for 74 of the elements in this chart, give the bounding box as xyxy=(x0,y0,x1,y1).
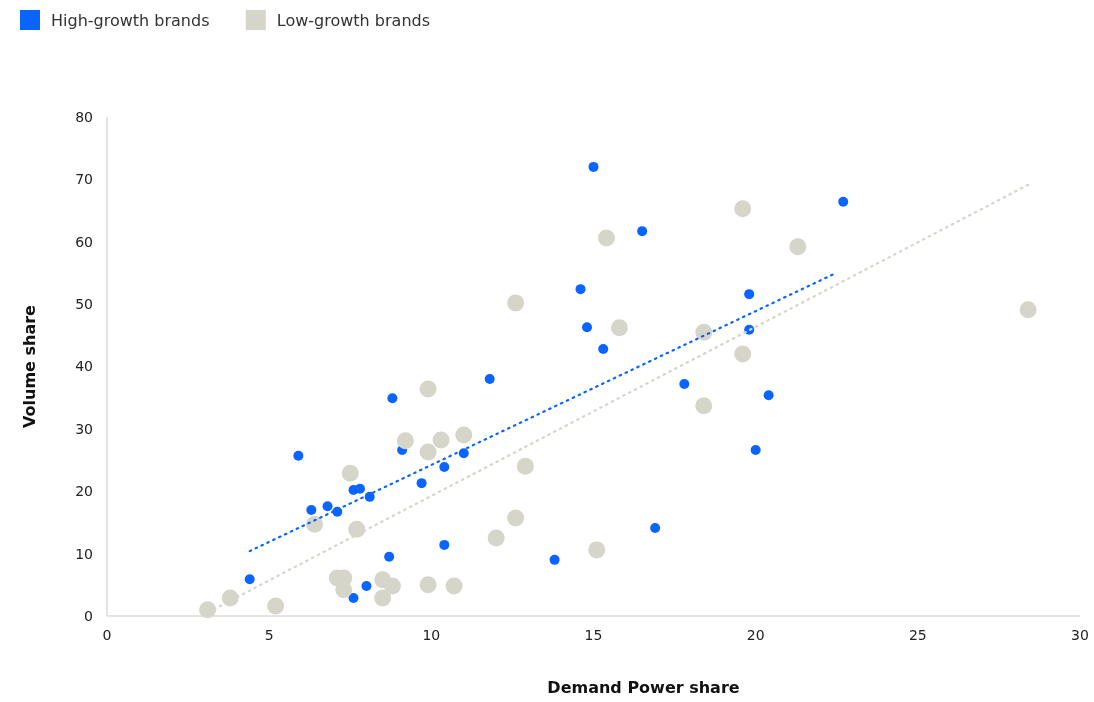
point xyxy=(341,464,359,482)
legend-label: Low-growth brands xyxy=(276,10,431,30)
point xyxy=(734,200,752,218)
point xyxy=(419,576,437,594)
point xyxy=(432,431,450,449)
x-tick-label: 0 xyxy=(102,627,112,643)
point xyxy=(374,589,392,607)
point xyxy=(750,445,761,456)
x-tick-label: 15 xyxy=(584,627,603,643)
y-tick-label: 30 xyxy=(75,420,93,437)
point xyxy=(695,323,713,341)
point xyxy=(588,541,606,559)
point xyxy=(744,289,755,300)
point xyxy=(679,378,690,389)
point xyxy=(396,432,414,450)
point xyxy=(348,592,359,603)
point xyxy=(695,397,713,415)
point xyxy=(575,284,586,295)
y-tick-label: 20 xyxy=(75,483,93,500)
point xyxy=(419,380,437,398)
point xyxy=(387,393,398,404)
point xyxy=(582,322,593,333)
point xyxy=(322,501,333,512)
point xyxy=(487,529,505,547)
x-axis-title: Demand Power share xyxy=(547,678,740,697)
point xyxy=(516,457,534,475)
point xyxy=(267,597,285,615)
y-tick-label: 70 xyxy=(75,171,93,188)
point xyxy=(199,601,217,619)
point xyxy=(458,448,469,459)
point xyxy=(763,390,774,401)
y-tick-label: 50 xyxy=(75,296,93,313)
y-tick-label: 0 xyxy=(84,607,93,624)
point xyxy=(1019,301,1037,319)
point xyxy=(610,319,628,337)
point xyxy=(364,491,375,502)
point xyxy=(293,450,304,461)
y-axis-title: Volume share xyxy=(20,304,39,428)
point xyxy=(455,426,473,444)
point xyxy=(419,443,437,461)
y-tick-label: 40 xyxy=(75,358,93,375)
point xyxy=(598,344,609,355)
x-tick-label: 30 xyxy=(1071,627,1089,643)
point xyxy=(588,161,599,172)
point xyxy=(416,478,427,489)
x-tick-label: 20 xyxy=(746,627,765,643)
point xyxy=(383,577,401,595)
legend-label: High-growth brands xyxy=(51,10,210,30)
x-tick-label: 25 xyxy=(908,627,927,643)
point xyxy=(507,509,525,527)
point xyxy=(439,539,450,550)
point xyxy=(306,515,324,533)
point xyxy=(789,238,807,256)
y-tick-label: 10 xyxy=(75,545,93,562)
point xyxy=(306,504,317,515)
y-tick-label: 60 xyxy=(75,233,93,250)
point xyxy=(354,483,365,494)
point xyxy=(484,373,495,384)
point xyxy=(597,229,615,247)
point xyxy=(637,226,648,237)
point xyxy=(445,577,463,595)
point xyxy=(348,520,366,538)
point xyxy=(507,294,525,312)
x-tick-label: 10 xyxy=(422,627,441,643)
point xyxy=(734,345,752,363)
x-tick-label: 5 xyxy=(264,627,274,643)
point xyxy=(361,581,372,592)
point xyxy=(549,554,560,565)
point xyxy=(439,461,450,472)
point xyxy=(244,574,255,585)
point xyxy=(650,523,661,534)
point xyxy=(838,196,849,207)
point xyxy=(384,551,395,562)
y-tick-label: 80 xyxy=(75,108,93,125)
